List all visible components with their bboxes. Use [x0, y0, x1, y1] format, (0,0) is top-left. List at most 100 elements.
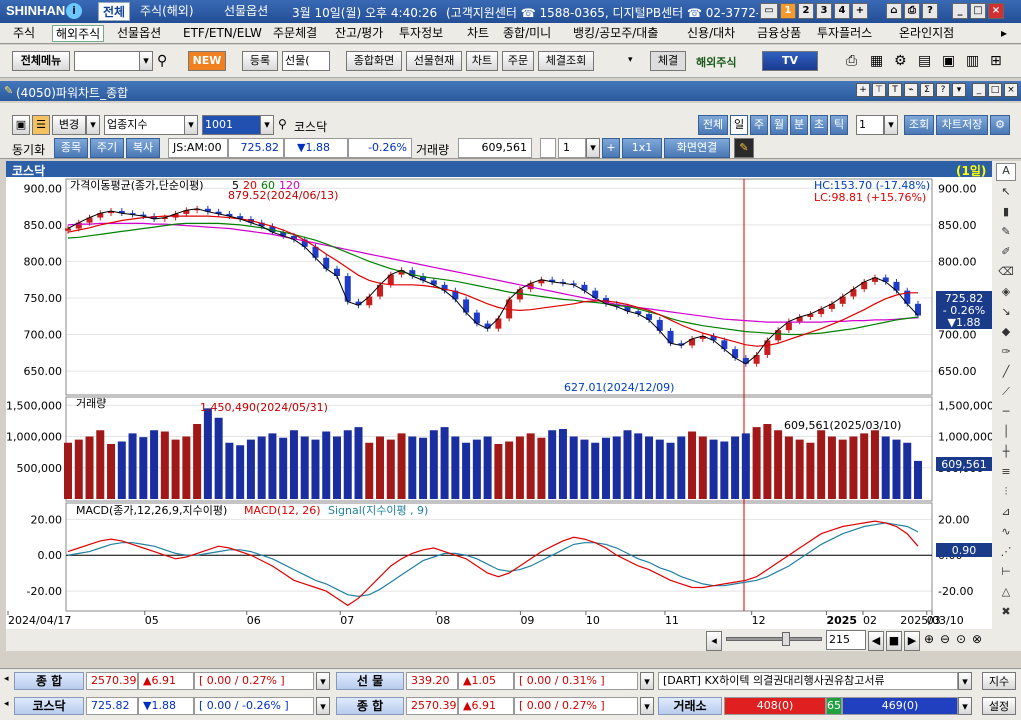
change-dropdown-icon[interactable]: ▾	[86, 115, 100, 135]
print-icon[interactable]: ⎙	[904, 3, 920, 19]
chart-button[interactable]: 차트	[466, 51, 498, 71]
period-day-button[interactable]: 일	[730, 115, 748, 135]
code-dropdown-icon[interactable]: ▾	[260, 115, 274, 135]
scroll-track[interactable]	[726, 637, 822, 641]
page-checkbox[interactable]	[540, 138, 556, 158]
sector-dropdown-icon[interactable]: ▾	[184, 115, 198, 135]
overseas-stock-link[interactable]: 해외주식	[696, 56, 737, 69]
code-input[interactable]: 1001	[202, 115, 262, 135]
calculator-icon[interactable]: ▦	[870, 53, 884, 69]
window-layout-icon[interactable]: ▤	[918, 53, 932, 69]
window-add-icon[interactable]: +	[856, 83, 870, 97]
window-save-icon[interactable]: ▣	[942, 53, 956, 69]
menu-item-4[interactable]: 주문체결	[273, 26, 318, 40]
bar-tool-icon[interactable]: ▮	[1002, 205, 1010, 218]
order-button[interactable]: 주문	[502, 51, 534, 71]
brush-tool-icon[interactable]: ✐	[1001, 245, 1011, 258]
workspace-add[interactable]: +	[852, 3, 868, 19]
pen-icon[interactable]: ✎	[734, 138, 754, 158]
help-icon[interactable]: ?	[922, 3, 938, 19]
futures-select[interactable]: 선물(	[282, 51, 330, 71]
menu-item-11[interactable]: 금융상품	[757, 26, 802, 40]
gear-icon[interactable]: ⚙	[894, 53, 907, 69]
monitor-icon[interactable]: ▭	[760, 3, 778, 19]
period-week-button[interactable]: 주	[750, 115, 768, 135]
cross-tool-icon[interactable]: ┼	[1002, 445, 1010, 458]
overview-screen-button[interactable]: 종합화면	[346, 51, 402, 71]
zoom-in-icon[interactable]: ⊕	[924, 632, 935, 646]
menu-search-input[interactable]	[74, 51, 140, 71]
fibonacci-tool-icon[interactable]: ⫶	[1004, 485, 1008, 498]
maximize-icon[interactable]: □	[970, 3, 986, 19]
window-sum-icon[interactable]: Σ	[920, 83, 934, 97]
period-all-button[interactable]: 전체	[698, 115, 728, 135]
window-text-icon[interactable]: T	[888, 83, 902, 97]
menu-item-12[interactable]: 투자플러스	[817, 26, 873, 40]
status-left-icon-2[interactable]: ◂	[4, 699, 9, 709]
next-icon[interactable]: ▶	[904, 631, 920, 651]
tab-overseas-stock[interactable]: 주식(해외)	[140, 4, 194, 18]
all-menu-button[interactable]: 전체메뉴	[12, 51, 70, 71]
screen-link-button[interactable]: 화면연결	[664, 138, 730, 158]
tab-all[interactable]: 전체	[98, 2, 131, 21]
window-menu-icon[interactable]: ▾	[952, 83, 966, 97]
menu-item-13[interactable]: 온라인지점	[899, 26, 955, 40]
menu-item-5[interactable]: 잔고/평가	[335, 26, 384, 40]
status-left-icon[interactable]: ◂	[4, 674, 9, 684]
status-futures-dropdown-icon[interactable]: ▾	[640, 672, 654, 690]
toolbar-dropdown-icon[interactable]: ▾	[628, 55, 633, 65]
exchange-dropdown-icon[interactable]: ▾	[958, 697, 972, 715]
ruler-tool-icon[interactable]: ⊢	[1001, 565, 1011, 578]
window-link-icon[interactable]: ⌁	[904, 83, 918, 97]
workspace-3[interactable]: 3	[816, 3, 832, 19]
period-tick-button[interactable]: 틱	[830, 115, 848, 135]
text-tool-icon[interactable]: A	[996, 163, 1016, 181]
bar-count-input[interactable]: 215	[826, 630, 866, 650]
new-button[interactable]: NEW	[188, 51, 226, 71]
window-help-icon[interactable]: ?	[936, 83, 950, 97]
pin-tool-icon[interactable]: ◆	[1001, 325, 1011, 338]
scroll-left-icon[interactable]: ◂	[706, 631, 722, 651]
news-dropdown-icon[interactable]: ▾	[958, 672, 972, 690]
zoom-reset-icon[interactable]: ⊗	[972, 632, 983, 646]
layout-1x1-button[interactable]: 1x1	[622, 138, 662, 158]
tab-futures-options[interactable]: 선물옵션	[224, 4, 269, 18]
minimize-icon[interactable]: _	[952, 3, 968, 19]
chart-settings-icon[interactable]: ⚙	[990, 115, 1010, 135]
count-dropdown-icon[interactable]: ▾	[884, 115, 898, 135]
workspace-2[interactable]: 2	[798, 3, 814, 19]
menu-item-7[interactable]: 차트	[467, 26, 490, 40]
pen-tool-icon[interactable]: ✎	[1001, 225, 1011, 238]
chevron-down-icon[interactable]: ▾	[139, 51, 153, 71]
line-tool-icon[interactable]: ╱	[1002, 365, 1010, 378]
workspace-1[interactable]: 1	[780, 3, 796, 19]
futures-current-button[interactable]: 선물현재	[406, 51, 462, 71]
cursor-tool-icon[interactable]: ↖	[1001, 185, 1011, 198]
sync-period-button[interactable]: 주기	[90, 138, 124, 158]
window-pin-icon[interactable]: ⊤	[872, 83, 886, 97]
period-second-button[interactable]: 초	[810, 115, 828, 135]
lock-icon[interactable]: ⊞	[990, 53, 1002, 69]
add-chart-button[interactable]: +	[602, 138, 620, 158]
zoom-out-icon[interactable]: ⊖	[940, 632, 951, 646]
home-icon[interactable]: ⌂	[886, 3, 902, 19]
menu-item-9[interactable]: 뱅킹/공모주/대출	[573, 26, 659, 40]
layout-toggle-icon[interactable]: ▣	[12, 115, 30, 135]
query-button[interactable]: 조회	[904, 115, 934, 135]
news-ticker[interactable]: [DART] KX하이텍 의결권대리행사권유참고서류	[658, 672, 958, 690]
menu-item-1[interactable]: 해외주식	[52, 25, 105, 42]
fill-button[interactable]: 체결	[650, 51, 686, 71]
page-dropdown-icon[interactable]: ▾	[586, 138, 600, 158]
window-close-icon[interactable]: ×	[1004, 83, 1018, 97]
window-restore-icon[interactable]: ▥	[966, 53, 980, 69]
menu-scroll-icon[interactable]: ▸	[1001, 26, 1008, 40]
arrow-tool-icon[interactable]: ↘	[1001, 305, 1011, 318]
printer-icon[interactable]: ⎙	[846, 53, 858, 69]
settings-button[interactable]: 설정	[982, 697, 1016, 715]
close-icon[interactable]: ×	[988, 3, 1004, 19]
gann-tool-icon[interactable]: ⊿	[1001, 505, 1011, 518]
search-icon[interactable]: ⚲	[157, 53, 168, 69]
layout-menu-icon[interactable]: ☰	[32, 115, 50, 135]
sync-copy-button[interactable]: 복사	[126, 138, 160, 158]
delete-tool-icon[interactable]: ✖	[1001, 605, 1011, 618]
